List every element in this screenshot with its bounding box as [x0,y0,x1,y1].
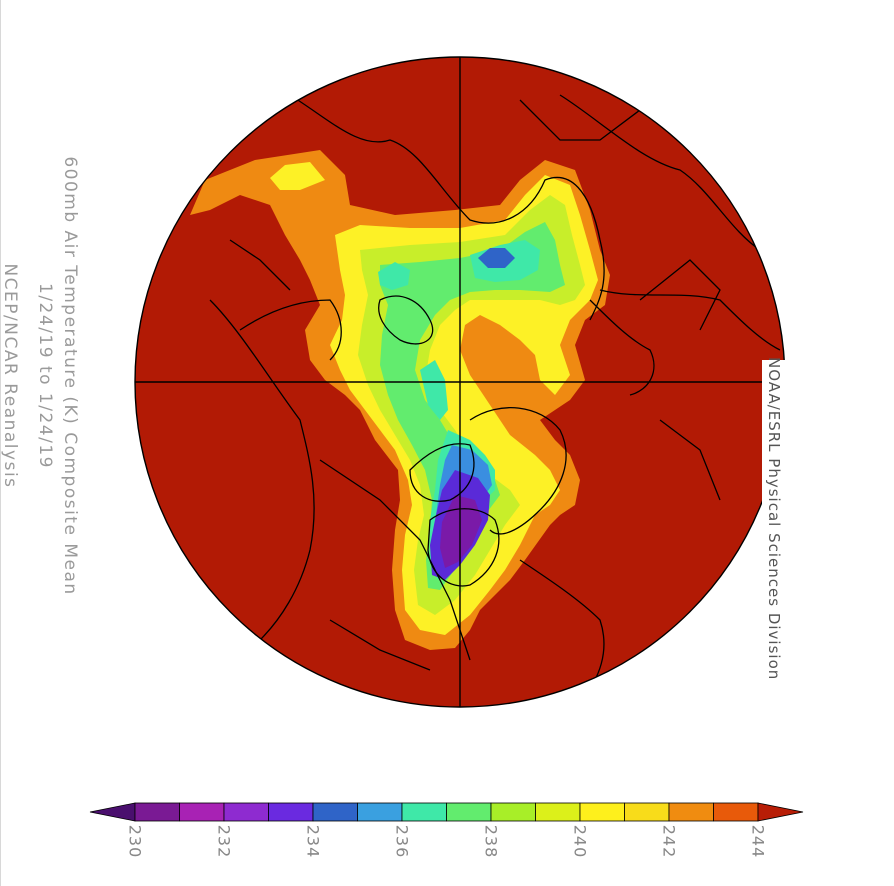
title-line-2: 1/24/19 to 1/24/19 [35,283,55,469]
colorbar-swatch [134,802,180,822]
colorbar-swatch [268,802,314,822]
colorbar-swatch [223,802,269,822]
title-block: 600mb Air Temperature (K) Composite Mean… [0,150,110,610]
contour-yellow-blob [270,162,325,190]
contour-purple [440,495,482,568]
colorbar [89,802,804,822]
credit-text: NOAA/ESRL Physical Sciences Division [765,357,783,681]
border-3 [519,99,641,141]
title-line-3: NCEP/NCAR Reanalysis [0,263,20,489]
border-6 [229,239,291,291]
coast-alaska [239,299,342,361]
colorbar-tick-label: 244 [748,824,768,859]
coast-eurasia-north [289,94,605,321]
colorbar-swatch [579,802,625,822]
colorbar-over-arrow [757,802,804,822]
contour-cyan-3 [420,360,448,420]
border-5 [659,419,721,501]
contour-blue-2 [478,248,515,268]
colorbar-tick-label: 238 [481,824,501,859]
colorbar-tick-label: 230 [125,824,145,859]
colorbar-swatch [446,802,492,822]
border-1 [639,259,721,331]
border-4 [329,619,431,671]
colorbar-swatch [624,802,670,822]
coast-north-america-west [209,299,315,641]
credit-box: NOAA/ESRL Physical Sciences Division [762,357,786,700]
colorbar-swatch [713,802,759,822]
colorbar-swatch [490,802,536,822]
colorbar-swatch [668,802,714,822]
contour-cyan [378,262,410,290]
colorbar-under-arrow [89,802,136,822]
colorbar-swatch [179,802,225,822]
coast-arctic-islands [378,295,434,345]
coast-canadian-archipelago [409,443,475,502]
temperature-field [190,94,781,701]
border-2 [319,459,471,661]
colorbar-tick-label: 240 [570,824,590,859]
colorbar-swatch [401,802,447,822]
coast-hudson-bay [427,508,500,587]
colorbar-swatch [535,802,581,822]
colorbar-swatch [312,802,358,822]
coast-scandinavia [589,299,655,396]
coastlines [209,94,781,701]
colorbar-tick-label: 234 [303,824,323,859]
colorbar-swatch [357,802,403,822]
coast-siberia [559,94,761,251]
colorbar-tick-label: 236 [392,824,412,859]
colorbar-tick-label: 232 [214,824,234,859]
coast-greenland [469,407,567,535]
colorbar-tick-label: 242 [659,824,679,859]
title-line-1: 600mb Air Temperature (K) Composite Mean [60,156,80,596]
